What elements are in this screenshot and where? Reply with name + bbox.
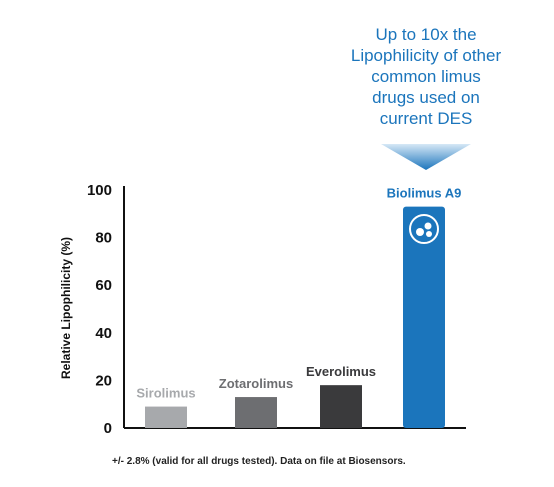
- y-tick-label: 0: [104, 420, 112, 437]
- molecule-icon-ring: [409, 214, 439, 244]
- bar-zotarolimus: [235, 397, 277, 428]
- callout-line: common limus: [371, 67, 481, 86]
- bars: [145, 206, 445, 428]
- bar-label: Sirolimus: [136, 386, 195, 401]
- callout: Up to 10x the Lipophilicity of other com…: [351, 25, 502, 170]
- bar-label: Everolimus: [306, 364, 376, 379]
- callout-line: Lipophilicity of other: [351, 46, 502, 65]
- bar-labels: Sirolimus Zotarolimus Everolimus Biolimus A…: [136, 186, 461, 401]
- bar-label: Zotarolimus: [219, 376, 293, 391]
- y-ticks: 0 20 40 60 80 100: [87, 182, 112, 437]
- molecule-icon-atom: [424, 222, 432, 230]
- footnote: +/- 2.8% (valid for all drugs tested). D…: [112, 456, 406, 467]
- molecule-icon-atom: [426, 231, 432, 237]
- bar-sirolimus: [145, 406, 187, 428]
- y-tick-label: 40: [95, 325, 112, 342]
- y-tick-label: 80: [95, 230, 112, 247]
- bar-label: Biolimus A9: [387, 186, 462, 201]
- y-axis-title: Relative Lipophilicity (%): [59, 237, 73, 379]
- y-tick-label: 100: [87, 182, 112, 199]
- callout-line: Up to 10x the: [375, 25, 476, 44]
- bar-biolimus-a9: [403, 206, 445, 428]
- callout-line: drugs used on: [372, 88, 480, 107]
- bar-everolimus: [320, 385, 362, 428]
- callout-arrow: [381, 144, 471, 170]
- molecule-icon-atom: [416, 228, 424, 236]
- callout-line: current DES: [380, 109, 473, 128]
- molecule-icon: [409, 214, 439, 244]
- y-tick-label: 20: [95, 372, 112, 389]
- y-tick-label: 60: [95, 277, 112, 294]
